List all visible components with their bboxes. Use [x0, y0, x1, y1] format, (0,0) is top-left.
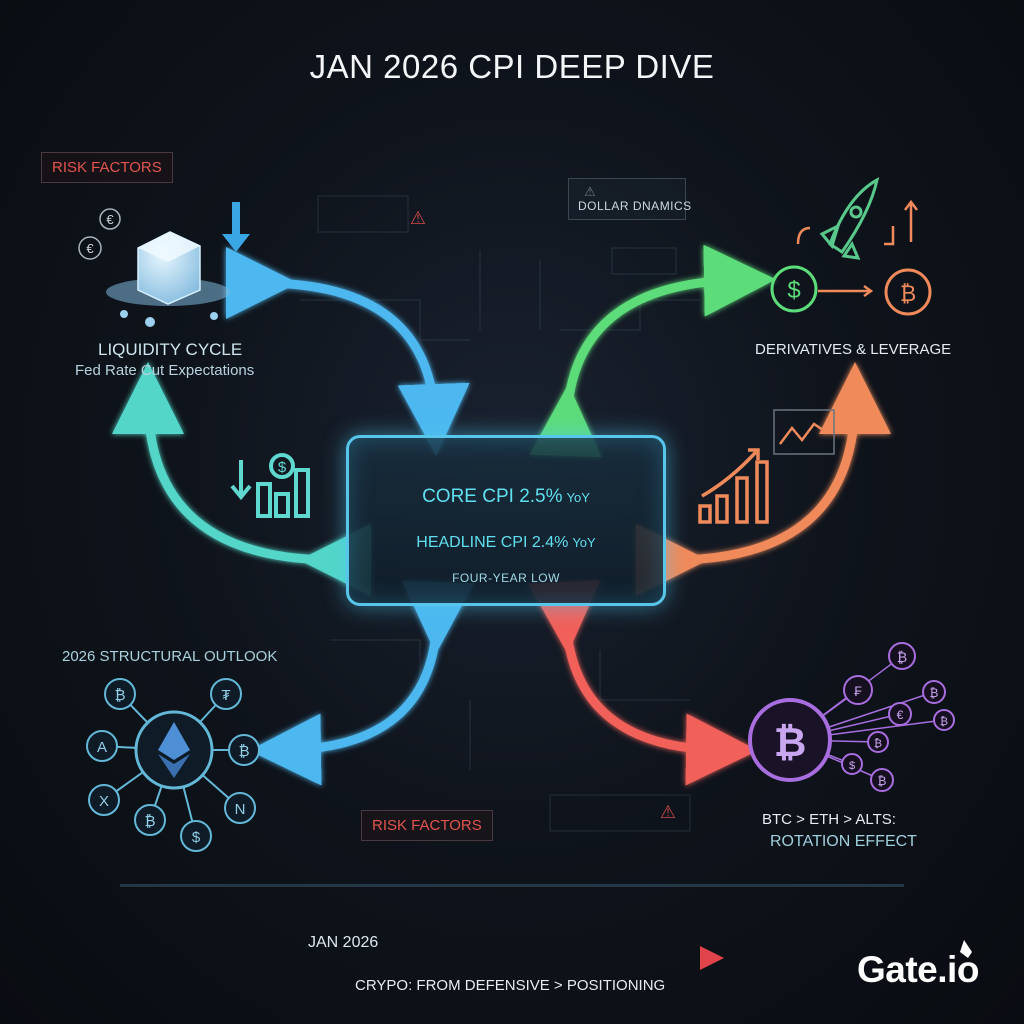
gate-logo-mark — [960, 940, 972, 958]
gate-io-logo: Gate.io — [857, 949, 979, 990]
coin-node: ₿ — [870, 768, 894, 792]
rotation-label-line1: BTC > ETH > ALTS: — [762, 811, 896, 828]
risk-factors-badge-top: RISK FACTORS — [41, 152, 173, 183]
cycle-arrows-icon — [796, 199, 918, 298]
svg-text:₮: ₮ — [221, 687, 230, 704]
arrow-core-to-derivatives-orange — [635, 362, 891, 597]
footer-date: JAN 2026 — [308, 934, 379, 951]
dollar-dynamics-box — [568, 178, 686, 220]
svg-text:N: N — [235, 801, 246, 818]
warning-icon: ⚠ — [584, 184, 596, 199]
cpi-core-panel: CORE CPI 2.5% YoY HEADLINE CPI 2.4% YoY FO… — [346, 435, 666, 606]
page-title: JAN 2026 CPI DEEP DIVE — [309, 48, 715, 85]
coin-node: ₿ — [922, 680, 946, 704]
rocket-icon — [819, 177, 880, 260]
svg-text:$: $ — [849, 760, 855, 772]
coin-node: € — [888, 702, 912, 726]
coin-node: ₿ — [228, 734, 260, 766]
divider-glow — [120, 884, 904, 887]
network-right-nodes: ₿ ₣ ₿ € ₿ ₿ $ ₿ — [841, 642, 955, 792]
svg-text:€: € — [106, 212, 114, 227]
eth-network-icon — [101, 693, 244, 837]
svg-text:₿: ₿ — [940, 716, 948, 728]
svg-text:₿: ₿ — [874, 738, 882, 750]
bitcoin-coin-icon: ₿ — [884, 268, 932, 316]
arrow-liquidity-to-core — [225, 246, 470, 456]
fed-rate-label: Fed Rate Cut Expectations — [75, 362, 255, 379]
coin-node: $ — [841, 753, 863, 775]
four-year-low-note: FOUR-YEAR LOW — [452, 571, 560, 585]
arrow-core-to-rotation — [528, 580, 758, 786]
svg-text:X: X — [99, 793, 109, 810]
svg-text:₣: ₣ — [854, 683, 862, 699]
warning-icon: ⚠ — [660, 802, 676, 822]
svg-text:₿: ₿ — [900, 281, 916, 306]
euro-icon: € — [78, 236, 102, 260]
svg-text:$: $ — [278, 459, 287, 476]
coin-node: X — [88, 784, 120, 816]
liquidity-cycle-label: LIQUIDITY CYCLE — [98, 340, 243, 359]
core-cpi-value: CORE CPI 2.5% YoY — [349, 486, 663, 508]
arrow-core-to-derivatives-green — [529, 244, 776, 458]
risk-factors-badge-bottom: RISK FACTORS — [361, 810, 493, 841]
bar-chart-icon-right — [698, 448, 769, 524]
headline-cpi-value: HEADLINE CPI 2.4% YoY — [349, 534, 663, 552]
dollar-dynamics-label: DOLLAR DNAMICS — [578, 199, 692, 213]
arrow-core-to-liquidity — [112, 362, 372, 597]
svg-text:€: € — [897, 708, 904, 722]
svg-text:₿: ₿ — [114, 687, 125, 704]
svg-text:₿: ₿ — [144, 813, 155, 830]
coin-node: ₿ — [867, 731, 889, 753]
coin-node: ₿ — [933, 709, 955, 731]
network-left-nodes: ₿ ₮ ₿ $ ₿ X A N — [86, 678, 260, 852]
svg-text:₿: ₿ — [897, 649, 907, 665]
arrow-core-to-outlook — [249, 580, 475, 786]
svg-text:€: € — [86, 241, 94, 256]
coin-node: N — [224, 792, 256, 824]
coin-node: ₿ — [104, 678, 136, 710]
rotation-label-line2: ROTATION EFFECT — [770, 833, 917, 850]
svg-text:₿: ₿ — [238, 743, 249, 760]
core-cpi-unit: YoY — [566, 490, 590, 505]
core-cpi-text: CORE CPI 2.5% — [422, 486, 563, 507]
svg-text:A: A — [97, 739, 107, 756]
coin-node: ₮ — [210, 678, 242, 710]
coin-node: ₿ — [134, 804, 166, 836]
coin-node: $ — [180, 820, 212, 852]
svg-text:₿: ₿ — [930, 686, 939, 700]
coin-node: ₿ — [888, 642, 916, 670]
headline-cpi-text: HEADLINE CPI 2.4% — [416, 534, 569, 551]
coin-node: A — [86, 730, 118, 762]
warning-icon: ⚠ — [410, 208, 426, 228]
footer-tagline: CRYPO: FROM DEFENSIVE > POSITIONING — [355, 977, 666, 994]
bar-chart-icon-left: $ — [230, 453, 310, 518]
line-chart-icon — [773, 409, 835, 455]
headline-cpi-unit: YoY — [572, 535, 596, 550]
svg-text:$: $ — [192, 829, 201, 846]
euro-icon: € — [99, 208, 121, 230]
bitcoin-icon: ₿ — [774, 721, 807, 765]
down-arrow-icon — [222, 202, 250, 252]
svg-text:₿: ₿ — [878, 774, 887, 788]
ice-cube-icon — [106, 231, 230, 327]
dollar-coin-icon: $ — [770, 265, 818, 313]
svg-text:$: $ — [787, 277, 800, 304]
derivatives-label: DERIVATIVES & LEVERAGE — [755, 341, 952, 358]
structural-outlook-label: 2026 STRUCTURAL OUTLOOK — [62, 648, 278, 665]
coin-node: ₣ — [843, 675, 873, 705]
